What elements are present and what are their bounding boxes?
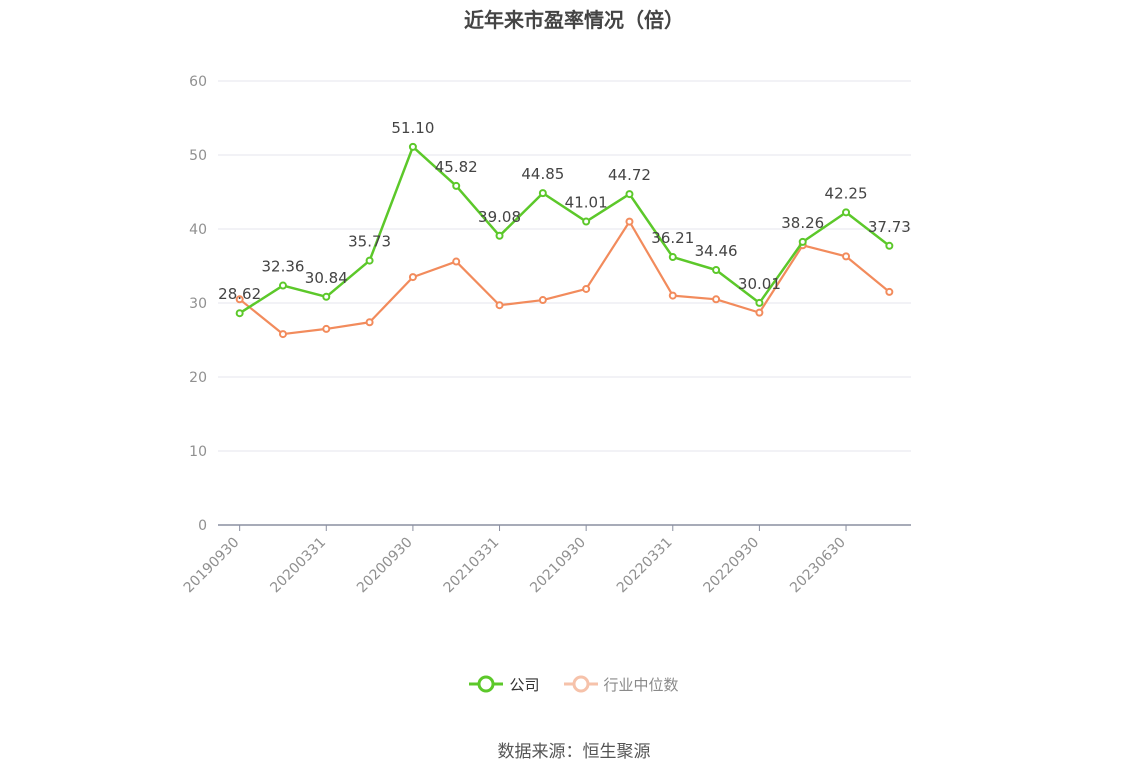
y-tick-label-10: 10	[189, 444, 207, 460]
point-company-20230630	[842, 208, 851, 217]
data-label-company-20230630: 42.25	[825, 184, 868, 202]
data-label-company-20230930: 37.73	[868, 218, 911, 236]
x-tick-label-20230630: 20230630	[787, 535, 849, 597]
legend-label-company: 公司	[509, 675, 540, 694]
series-lines	[235, 142, 894, 339]
point-industry-median-20201231	[452, 257, 461, 266]
grid-lines	[218, 80, 911, 452]
point-company-20211231	[625, 190, 634, 199]
data-label-company-20221231: 38.26	[781, 214, 824, 232]
point-industry-median-20190930	[235, 295, 244, 304]
data-label-company-20210930: 41.01	[565, 194, 608, 212]
point-company-20220331	[668, 253, 677, 262]
x-tick-label-20210930: 20210930	[527, 535, 589, 597]
data-label-company-20190930: 28.62	[218, 285, 261, 303]
y-tick-label-30: 30	[189, 296, 207, 312]
data-label-company-20191231: 32.36	[261, 258, 304, 276]
chart-title: 近年来市盈率情况（倍）	[464, 8, 684, 32]
data-label-company-20210331: 39.08	[478, 208, 521, 226]
point-company-20200930	[408, 142, 417, 151]
data-label-company-20200930: 51.10	[391, 119, 434, 137]
point-company-20200630	[365, 256, 374, 265]
company-legend-icon	[469, 675, 504, 693]
point-industry-median-20220630	[712, 295, 721, 304]
y-tick-label-0: 0	[198, 518, 207, 534]
point-industry-median-20210630	[538, 296, 547, 305]
point-industry-median-20200331	[322, 324, 331, 333]
point-industry-median-20210930	[582, 284, 591, 293]
data-label-company-20220630: 34.46	[695, 242, 738, 260]
y-tick-label-50: 50	[189, 148, 207, 164]
x-tick-label-20190930: 20190930	[181, 535, 243, 597]
data-label-company-20211231: 44.72	[608, 166, 651, 184]
point-company-20201231	[452, 181, 461, 190]
point-industry-median-20211231	[625, 217, 634, 226]
point-industry-median-20220930	[755, 308, 764, 317]
x-tick-label-20220331: 20220331	[614, 535, 676, 597]
y-tick-label-60: 60	[189, 74, 207, 90]
point-company-20190930	[235, 309, 244, 318]
y-tick-label-40: 40	[189, 222, 207, 238]
series-line-industry-median	[238, 220, 891, 336]
data-label-company-20220331: 36.21	[651, 229, 694, 247]
data-label-company-20220930: 30.01	[738, 275, 781, 293]
point-industry-median-20210331	[495, 301, 504, 310]
point-industry-median-20191231	[278, 330, 287, 339]
x-tick-label-20200331: 20200331	[267, 535, 329, 597]
point-industry-median-20230630	[842, 252, 851, 261]
series-line-company	[238, 145, 891, 315]
point-company-20210630	[538, 189, 547, 198]
legend-label-industry-median: 行业中位数	[603, 675, 679, 694]
data-label-company-20200630: 35.73	[348, 233, 391, 251]
point-industry-median-20200630	[365, 318, 374, 327]
legend-item-industry-median[interactable]: 行业中位数	[563, 673, 679, 695]
x-tick-label-20200930: 20200930	[354, 535, 416, 597]
point-company-20210930	[582, 217, 591, 226]
x-tick-label-20220930: 20220930	[701, 535, 763, 597]
point-industry-median-20200930	[408, 273, 417, 282]
x-tick-label-20210331: 20210331	[441, 535, 503, 597]
data-source: 数据来源：恒生聚源	[497, 742, 651, 762]
point-company-20221231	[798, 237, 807, 246]
data-label-company-20201231: 45.82	[435, 158, 478, 176]
point-company-20210331	[495, 231, 504, 240]
legend: 公司 行业中位数	[0, 673, 1148, 695]
point-industry-median-20230930	[885, 287, 894, 296]
y-tick-label-20: 20	[189, 370, 207, 386]
point-company-20191231	[278, 281, 287, 290]
industry-legend-icon	[563, 675, 598, 693]
data-label-company-20200331: 30.84	[305, 269, 348, 287]
point-industry-median-20220331	[668, 291, 677, 300]
point-company-20200331	[322, 292, 331, 301]
point-company-20220630	[712, 265, 721, 274]
data-label-company-20210630: 44.85	[521, 165, 564, 183]
point-company-20230930	[885, 241, 894, 250]
legend-item-company[interactable]: 公司	[469, 673, 540, 695]
axes: 0 10 20 30 40 50 60 20190930 20200331 20200930 202…	[181, 74, 911, 596]
point-company-20220930	[755, 298, 764, 307]
